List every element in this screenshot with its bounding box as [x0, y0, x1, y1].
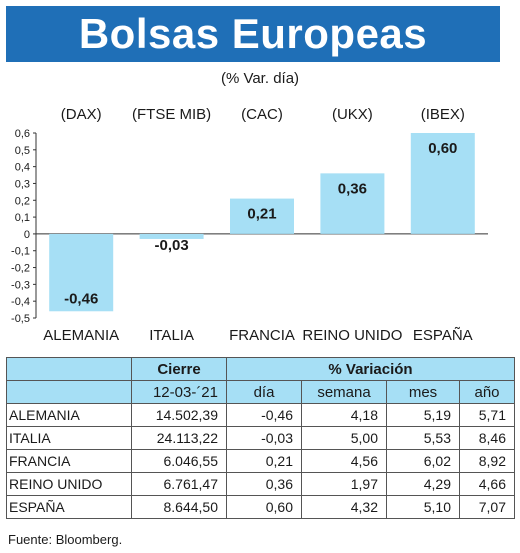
y-tick-label: -0,4	[11, 296, 30, 308]
header-date: 12-03-´21	[131, 380, 227, 404]
bar-alemania	[49, 233, 114, 312]
row-dia: 0,21	[226, 449, 302, 473]
row-name: FRANCIA	[6, 449, 132, 473]
y-tick-label: 0,3	[15, 178, 30, 190]
row-semana: 4,18	[301, 403, 387, 427]
category-label: ESPAÑA	[413, 327, 473, 344]
row-mes: 4,29	[386, 472, 460, 496]
data-label: 0,60	[428, 140, 457, 157]
page-title: Bolsas Europeas	[78, 10, 428, 57]
y-tick-label: 0,4	[15, 162, 30, 174]
row-cierre: 6.761,47	[131, 472, 227, 496]
row-name: REINO UNIDO	[6, 472, 132, 496]
data-table: Cierre % Variación 12-03-´21 día semana …	[6, 357, 515, 519]
table-row: ESPAÑA 8.644,50 0,60 4,32 5,10 7,07	[6, 495, 515, 519]
row-name: ESPAÑA	[6, 495, 132, 519]
category-label: REINO UNIDO	[302, 327, 402, 344]
title-banner: Bolsas Europeas	[6, 6, 500, 62]
header-cierre: Cierre	[131, 357, 227, 381]
index-label: (FTSE MIB)	[132, 106, 211, 123]
row-cierre: 6.046,55	[131, 449, 227, 473]
row-dia: -0,46	[226, 403, 302, 427]
y-tick-label: 0,1	[15, 212, 30, 224]
header-semana: semana	[301, 380, 387, 404]
index-label: (UKX)	[332, 106, 373, 123]
bar-españa	[410, 133, 475, 234]
row-name: ALEMANIA	[6, 403, 132, 427]
table-row: REINO UNIDO 6.761,47 0,36 1,97 4,29 4,66	[6, 472, 515, 496]
row-semana: 5,00	[301, 426, 387, 450]
chart-subtitle: (% Var. día)	[220, 70, 300, 87]
table-row: ITALIA 24.113,22 -0,03 5,00 5,53 8,46	[6, 426, 515, 450]
index-label: (IBEX)	[421, 106, 465, 123]
row-ano: 8,92	[459, 449, 515, 473]
row-cierre: 14.502,39	[131, 403, 227, 427]
bar-italia	[139, 233, 204, 239]
table-row: FRANCIA 6.046,55 0,21 4,56 6,02 8,92	[6, 449, 515, 473]
data-label: -0,03	[154, 237, 188, 254]
y-tick-label: -0,1	[11, 246, 30, 258]
row-semana: 4,32	[301, 495, 387, 519]
row-ano: 7,07	[459, 495, 515, 519]
row-cierre: 24.113,22	[131, 426, 227, 450]
row-mes: 5,19	[386, 403, 460, 427]
bar-francia	[230, 198, 294, 234]
row-cierre: 8.644,50	[131, 495, 227, 519]
row-dia: -0,03	[226, 426, 302, 450]
category-label: ITALIA	[149, 327, 194, 344]
row-mes: 5,53	[386, 426, 460, 450]
row-ano: 5,71	[459, 403, 515, 427]
row-dia: 0,36	[226, 472, 302, 496]
row-mes: 6,02	[386, 449, 460, 473]
header-mes: mes	[386, 380, 460, 404]
row-semana: 1,97	[301, 472, 387, 496]
row-ano: 8,46	[459, 426, 515, 450]
y-tick-label: 0	[24, 229, 30, 241]
header-dia: día	[226, 380, 302, 404]
data-label: 0,21	[247, 206, 276, 223]
table-corner-cell	[6, 357, 132, 381]
category-label: ALEMANIA	[43, 327, 119, 344]
category-label: FRANCIA	[229, 327, 295, 344]
index-label: (DAX)	[61, 106, 102, 123]
table-row: ALEMANIA 14.502,39 -0,46 4,18 5,19 5,71	[6, 403, 515, 427]
y-tick-label: 0,2	[15, 195, 30, 207]
row-mes: 5,10	[386, 495, 460, 519]
row-semana: 4,56	[301, 449, 387, 473]
bar-reino-unido	[320, 173, 385, 234]
bar-chart: 0,6 0,5 0,4 0,3 0,2 0,1 0 -0,1 -0,2 -0,3 -0,4 -0,5 -…	[11, 106, 488, 344]
row-name: ITALIA	[6, 426, 132, 450]
y-tick-label: 0,5	[15, 145, 30, 157]
source-note: Fuente: Bloomberg.	[8, 532, 123, 547]
header-ano: año	[459, 380, 515, 404]
table-corner-cell	[6, 380, 132, 404]
index-label: (CAC)	[241, 106, 283, 123]
header-variacion: % Variación	[226, 357, 515, 381]
y-tick-label: 0,6	[15, 128, 30, 140]
y-tick-label: -0,3	[11, 279, 30, 291]
data-label: 0,36	[338, 180, 367, 197]
row-dia: 0,60	[226, 495, 302, 519]
y-tick-label: -0,5	[11, 313, 30, 325]
y-tick-label: -0,2	[11, 263, 30, 275]
row-ano: 4,66	[459, 472, 515, 496]
data-label: -0,46	[64, 290, 98, 307]
